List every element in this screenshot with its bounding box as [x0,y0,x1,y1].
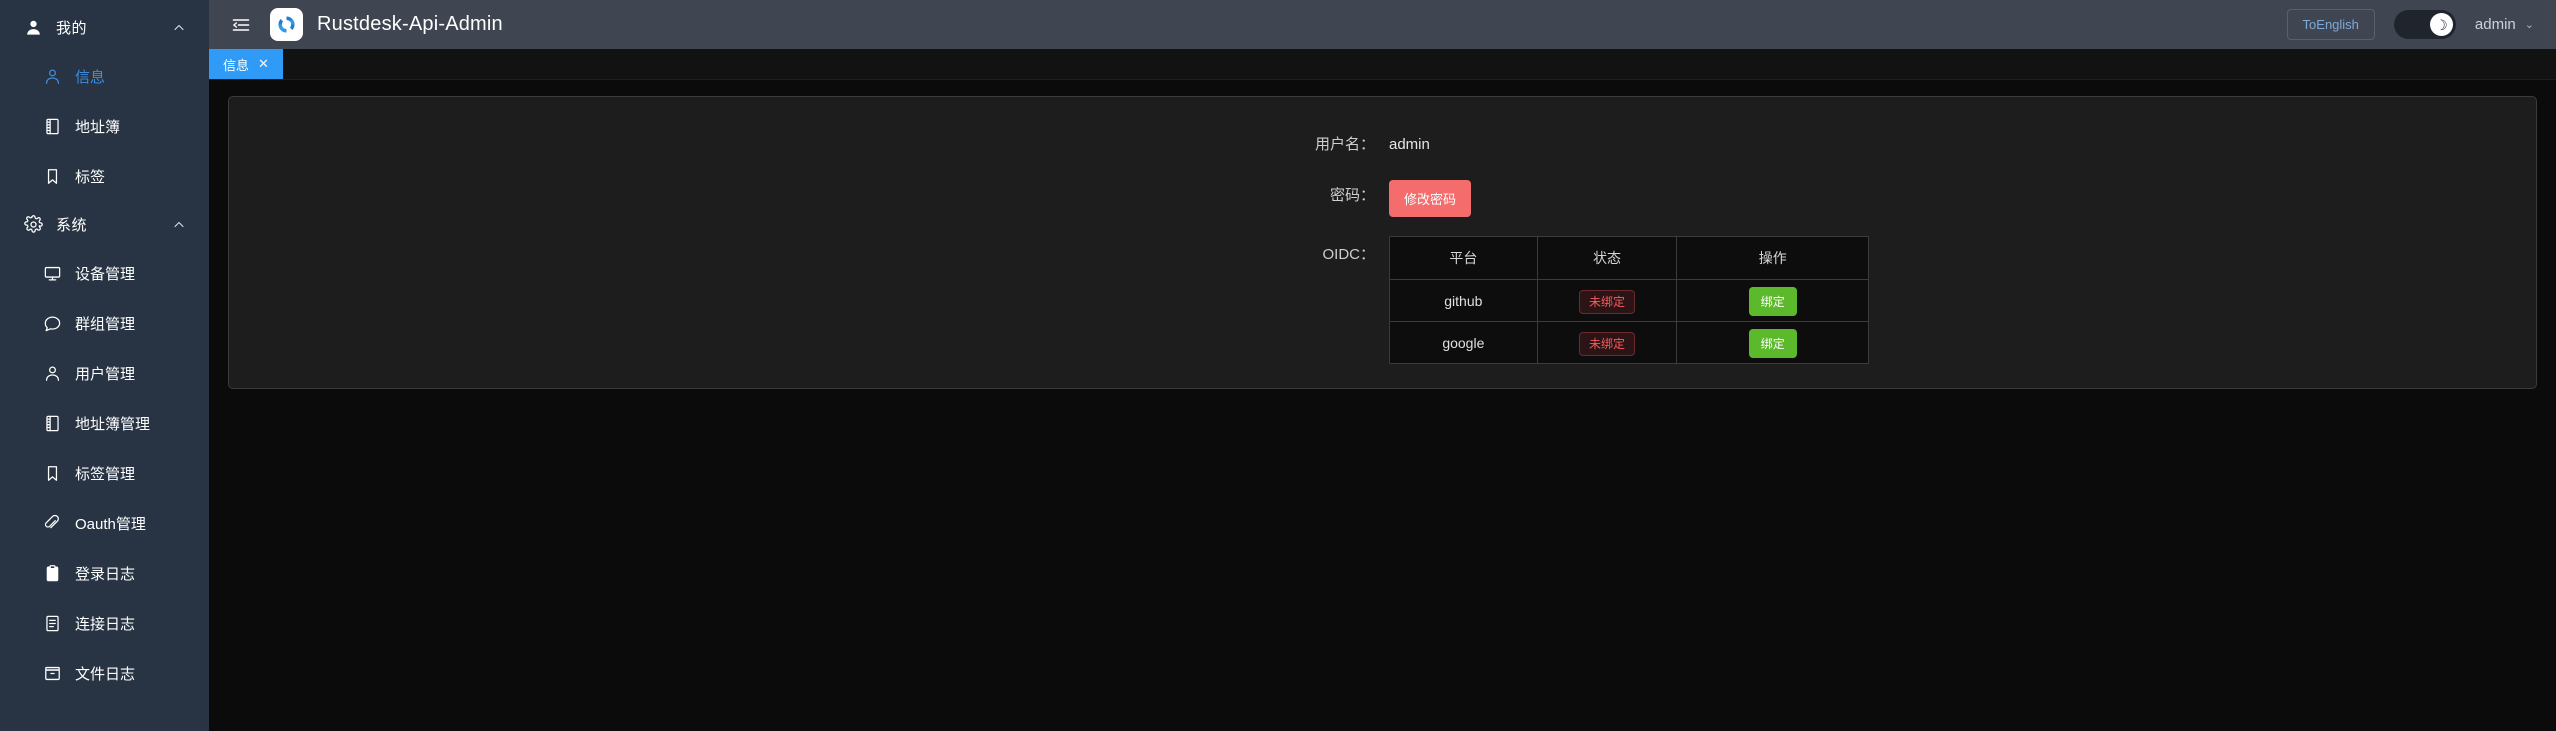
bookmark-icon [41,165,63,187]
user-outline-icon [41,362,63,384]
moon-icon: ☽ [2429,13,2453,36]
chevron-up-icon[interactable] [171,20,187,36]
address-book-icon [41,115,63,137]
password-value: 修改密码 [1389,180,1472,217]
column-header-status: 状态 [1536,236,1678,280]
chat-bubble-icon [41,312,63,334]
sidebar-item-info[interactable]: 信息 [0,51,209,101]
sidebar-item-info-label: 信息 [75,68,106,86]
tab-strip: 信息 ✕ [209,49,2556,80]
archive-box-icon [41,662,63,684]
oidc-label: OIDC： [1322,246,1375,263]
sidebar-item-device-management[interactable]: 设备管理 [0,248,209,298]
sidebar-item-tags-label: 标签 [75,168,106,186]
sidebar-item-login-log[interactable]: 登录日志 [0,548,209,598]
hamburger-collapse-icon[interactable] [228,12,254,38]
username-value: admin [1389,136,1430,153]
sidebar-group-system-label: 系统 [56,217,88,234]
gear-icon [22,214,44,236]
sidebar-item-tag-management[interactable]: 标签管理 [0,448,209,498]
cell-status-github: 未绑定 [1536,279,1678,322]
table-header-row: 平台 状态 操作 [1389,236,1869,280]
theme-toggle[interactable]: ☽ [2393,10,2456,39]
sidebar-item-file-log[interactable]: 文件日志 [0,648,209,698]
user-filled-icon [22,17,44,39]
sidebar: 我的 信息 地址簿 标签 [0,0,209,731]
cell-action-google: 绑定 [1676,321,1869,364]
bookmark-icon [41,462,63,484]
chevron-up-icon[interactable] [171,217,187,233]
status-badge: 未绑定 [1579,289,1636,314]
user-outline-icon [41,65,63,87]
status-badge: 未绑定 [1579,331,1636,356]
table-row: google 未绑定 绑定 [1389,321,1869,364]
column-header-action: 操作 [1676,236,1869,280]
cell-status-google: 未绑定 [1536,321,1678,364]
main-region: Rustdesk-Api-Admin ToEnglish ☽ admin ⌄ 信… [209,0,2556,731]
oidc-table: 平台 状态 操作 github 未绑定 [1389,236,1869,364]
chevron-down-icon: ⌄ [2524,19,2534,31]
sidebar-item-group-management-label: 群组管理 [75,315,136,333]
sidebar-item-file-log-label: 文件日志 [75,665,136,683]
sidebar-group-system[interactable]: 系统 [0,201,209,248]
sidebar-item-address-book-label: 地址簿 [75,118,121,136]
sidebar-item-address-book-management-label: 地址簿管理 [75,415,151,433]
sidebar-item-group-management[interactable]: 群组管理 [0,298,209,348]
change-password-button[interactable]: 修改密码 [1389,180,1472,217]
sidebar-group-mine[interactable]: 我的 [0,4,209,51]
sidebar-item-oauth-management-label: Oauth管理 [75,515,146,533]
sidebar-item-address-book[interactable]: 地址簿 [0,101,209,151]
cell-action-github: 绑定 [1676,279,1869,322]
close-icon[interactable]: ✕ [258,56,269,71]
language-switch-button[interactable]: ToEnglish [2286,9,2375,40]
password-row: 密码： 修改密码 [229,180,2536,217]
clipboard-icon [41,562,63,584]
bind-button-github[interactable]: 绑定 [1748,286,1797,316]
info-card: 用户名： admin 密码： 修改密码 OIDC： [228,96,2537,389]
tab-info-label: 信息 [223,57,250,73]
oidc-table-wrap: 平台 状态 操作 github 未绑定 [1389,236,1869,364]
cell-platform-github: github [1389,279,1538,322]
sidebar-item-tags[interactable]: 标签 [0,151,209,201]
page-title: Rustdesk-Api-Admin [317,13,503,35]
monitor-icon [41,262,63,284]
username-label: 用户名： [1314,136,1375,153]
sidebar-item-user-management[interactable]: 用户管理 [0,348,209,398]
sidebar-item-user-management-label: 用户管理 [75,365,136,383]
address-book-icon [41,412,63,434]
sidebar-item-device-management-label: 设备管理 [75,265,136,283]
sidebar-item-login-log-label: 登录日志 [75,565,136,583]
bind-button-google[interactable]: 绑定 [1748,328,1797,358]
cell-platform-google: google [1389,321,1538,364]
top-header-actions: ToEnglish ☽ admin ⌄ [2286,9,2534,40]
sidebar-item-address-book-management[interactable]: 地址簿管理 [0,398,209,448]
content-area: 用户名： admin 密码： 修改密码 OIDC： [209,80,2556,731]
tab-info[interactable]: 信息 ✕ [209,49,283,79]
user-menu-label: admin [2474,16,2516,33]
user-menu[interactable]: admin ⌄ [2475,16,2534,33]
top-header-bar: Rustdesk-Api-Admin ToEnglish ☽ admin ⌄ [209,0,2556,49]
oidc-row: OIDC： 平台 状态 操作 [229,236,2536,364]
table-row: github 未绑定 绑定 [1389,279,1869,322]
rustdesk-logo-icon [270,8,303,41]
document-lines-icon [41,612,63,634]
sidebar-item-oauth-management[interactable]: Oauth管理 [0,498,209,548]
sidebar-item-connection-log[interactable]: 连接日志 [0,598,209,648]
column-header-platform: 平台 [1389,236,1538,280]
link-icon [41,512,63,534]
sidebar-group-mine-label: 我的 [56,20,88,37]
sidebar-item-connection-log-label: 连接日志 [75,615,136,633]
sidebar-item-tag-management-label: 标签管理 [75,465,136,483]
username-row: 用户名： admin [229,129,2536,161]
password-label: 密码： [1329,187,1375,204]
